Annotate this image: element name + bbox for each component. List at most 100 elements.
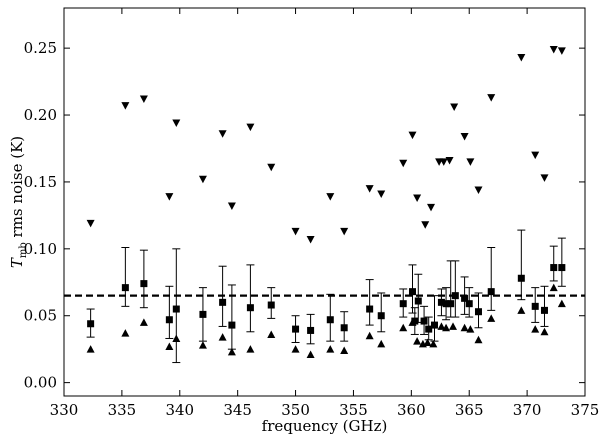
data-point-triangle-down	[340, 227, 349, 236]
data-point-square	[461, 294, 469, 302]
data-point-square	[377, 312, 385, 320]
x-tick-label: 340	[165, 401, 194, 419]
y-tick-label: 0.20	[24, 106, 57, 124]
data-point-square	[487, 288, 495, 296]
data-point-triangle-down	[549, 45, 558, 54]
data-point-square	[199, 310, 207, 318]
data-point-triangle-down	[165, 193, 174, 201]
data-point-triangle-up	[423, 338, 432, 346]
data-point-triangle-up	[487, 314, 496, 322]
data-point-square	[550, 264, 558, 272]
data-point-triangle-down	[306, 235, 315, 244]
data-point-triangle-down	[445, 157, 454, 165]
y-tick-label: 0.00	[24, 374, 57, 392]
data-point-triangle-up	[460, 323, 469, 332]
data-point-triangle-down	[466, 158, 475, 166]
x-tick-label: 360	[397, 401, 426, 419]
data-point-triangle-up	[246, 345, 255, 353]
data-point-square	[172, 305, 180, 313]
data-point-triangle-up	[540, 327, 549, 336]
data-point-triangle-up	[86, 345, 95, 353]
data-point-triangle-up	[442, 323, 451, 332]
data-point-square	[340, 324, 348, 332]
data-point-triangle-up	[531, 325, 540, 333]
data-point-square	[451, 292, 459, 300]
data-point-triangle-down	[227, 202, 236, 211]
data-point-square	[425, 325, 433, 333]
data-point-square	[307, 326, 315, 334]
data-point-square	[420, 317, 428, 325]
data-point-triangle-down	[421, 221, 430, 229]
y-axis-label-sub: mb	[18, 242, 29, 258]
data-point-square	[558, 264, 566, 272]
plot-marks	[64, 45, 585, 364]
x-tick-label: 330	[50, 401, 79, 419]
data-point-triangle-down	[291, 227, 300, 236]
data-point-triangle-down	[557, 47, 566, 55]
data-point-triangle-up	[139, 318, 148, 326]
data-point-triangle-up	[165, 342, 174, 350]
x-tick-label: 365	[455, 401, 484, 419]
data-point-triangle-down	[439, 158, 448, 166]
y-axis-label: Tmb rms noise (K)	[8, 136, 29, 268]
data-point-triangle-down	[86, 219, 95, 228]
data-point-square	[414, 297, 422, 305]
data-point-square	[399, 300, 407, 308]
data-point-square	[87, 320, 95, 328]
data-point-square	[267, 301, 275, 309]
data-point-triangle-up	[365, 331, 374, 340]
data-point-triangle-down	[377, 190, 386, 198]
data-point-triangle-up	[549, 283, 558, 292]
data-point-triangle-down	[427, 203, 436, 212]
data-point-square	[140, 280, 148, 288]
data-point-triangle-up	[429, 339, 438, 348]
data-point-triangle-down	[460, 132, 469, 141]
data-point-triangle-down	[408, 131, 417, 140]
x-tick-label: 350	[281, 401, 310, 419]
data-point-triangle-down	[531, 151, 540, 160]
data-point-square	[437, 298, 445, 306]
data-point-triangle-up	[291, 345, 300, 353]
data-point-triangle-down	[326, 193, 335, 201]
y-tick-label: 0.25	[24, 39, 57, 57]
data-point-triangle-down	[121, 102, 130, 110]
data-point-triangle-down	[517, 54, 526, 62]
y-axis-label-rest: rms noise (K)	[8, 136, 26, 242]
data-point-triangle-down	[172, 119, 181, 128]
x-tick-label: 375	[571, 401, 600, 419]
data-point-triangle-down	[218, 130, 227, 138]
data-point-square	[246, 304, 254, 312]
plot-frame	[63, 7, 586, 397]
data-point-triangle-up	[306, 350, 315, 359]
data-point-triangle-up	[218, 333, 227, 341]
data-point-square	[408, 288, 416, 296]
x-axis-label: frequency (GHz)	[262, 417, 388, 435]
data-point-square	[517, 274, 525, 282]
data-point-triangle-up	[340, 346, 349, 355]
x-tick-label: 370	[513, 401, 542, 419]
data-point-triangle-down	[474, 186, 483, 194]
data-point-square	[292, 325, 300, 333]
data-point-triangle-up	[517, 306, 526, 314]
x-tick-label: 335	[108, 401, 137, 419]
y-tick-label: 0.15	[24, 173, 57, 191]
data-point-square	[219, 298, 227, 306]
data-point-triangle-down	[246, 123, 255, 132]
x-tick-label: 355	[339, 401, 368, 419]
data-point-triangle-down	[267, 163, 276, 172]
data-point-triangle-up	[198, 341, 207, 349]
data-point-triangle-up	[377, 339, 386, 348]
data-point-triangle-up	[227, 347, 236, 356]
data-point-triangle-up	[449, 322, 458, 330]
data-point-square	[165, 316, 173, 324]
data-point-triangle-down	[450, 103, 459, 112]
data-point-triangle-down	[413, 194, 422, 202]
data-point-triangle-up	[408, 318, 417, 326]
data-point-triangle-down	[540, 174, 549, 182]
data-point-square	[442, 300, 450, 308]
data-point-triangle-down	[399, 159, 408, 168]
y-axis-label-main: T	[8, 257, 26, 268]
data-point-square	[447, 300, 455, 308]
